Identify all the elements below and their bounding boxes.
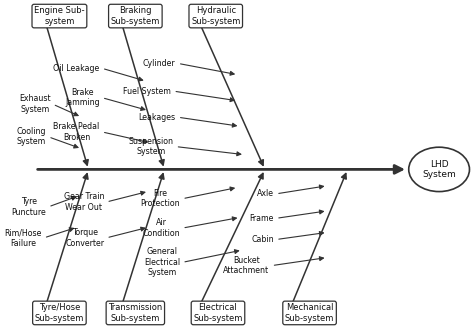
Text: Torque
Converter: Torque Converter [65, 228, 104, 248]
Text: Leakages: Leakages [138, 113, 175, 122]
Text: Hydraulic
Sub-system: Hydraulic Sub-system [191, 6, 240, 26]
Text: Air
Condition: Air Condition [142, 218, 180, 238]
Text: Bucket
Attachment: Bucket Attachment [223, 256, 269, 275]
Text: Axle: Axle [257, 190, 274, 198]
Text: Engine Sub-
system: Engine Sub- system [34, 6, 85, 26]
Text: Electrical
Sub-system: Electrical Sub-system [193, 303, 243, 323]
Text: Suspension
System: Suspension System [128, 137, 173, 156]
Text: Cooling
System: Cooling System [17, 127, 46, 146]
Text: Cylinder: Cylinder [143, 59, 175, 68]
Text: Oil Leakage: Oil Leakage [54, 64, 100, 73]
Circle shape [409, 147, 469, 191]
Text: Frame: Frame [249, 214, 274, 223]
Text: Exhaust
System: Exhaust System [19, 94, 50, 114]
Text: LHD
System: LHD System [422, 160, 456, 179]
Text: Braking
Sub-system: Braking Sub-system [110, 6, 160, 26]
Text: Fuel System: Fuel System [123, 87, 171, 96]
Text: Rim/Hose
Failure: Rim/Hose Failure [4, 228, 42, 248]
Text: Fire
Protection: Fire Protection [140, 189, 180, 209]
Text: Tyre/Hose
Sub-system: Tyre/Hose Sub-system [35, 303, 84, 323]
Text: Gear Train
Wear Out: Gear Train Wear Out [64, 192, 104, 212]
Text: Cabin: Cabin [251, 235, 274, 244]
Text: Tyre
Puncture: Tyre Puncture [11, 197, 46, 216]
Text: Brake
Jamming: Brake Jamming [65, 88, 100, 107]
Text: Transmission
Sub-system: Transmission Sub-system [108, 303, 163, 323]
Text: Mechanical
Sub-system: Mechanical Sub-system [285, 303, 334, 323]
Text: Brake Pedal
Broken: Brake Pedal Broken [54, 122, 100, 141]
Text: General
Electrical
System: General Electrical System [144, 247, 180, 277]
